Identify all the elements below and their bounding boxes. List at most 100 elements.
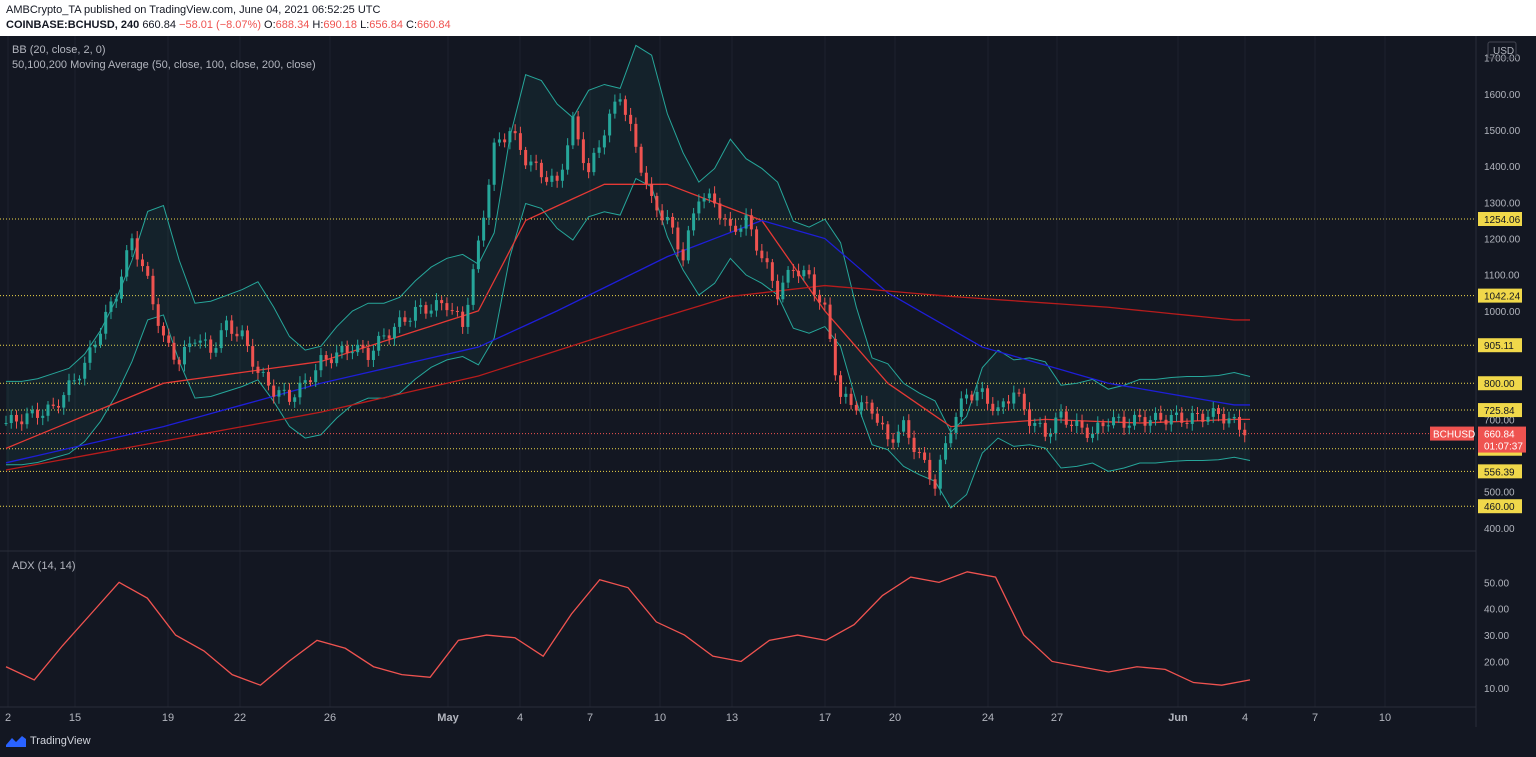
candle-body [1190, 412, 1194, 424]
candle-body [413, 306, 417, 321]
candle-body [697, 201, 701, 214]
candle-body [1154, 412, 1158, 421]
candle-body [440, 300, 444, 304]
candle-body [104, 311, 108, 334]
tradingview-icon [6, 736, 26, 747]
candle-body [865, 402, 869, 404]
candle-body [581, 139, 585, 164]
candle-body [25, 413, 29, 425]
time-tick-label: 13 [726, 712, 738, 724]
candle-body [597, 147, 601, 153]
candle-body [345, 345, 349, 353]
candle-body [707, 193, 711, 199]
candle-body [1049, 433, 1053, 437]
candle-body [167, 335, 171, 343]
candle-body [576, 116, 580, 140]
time-tick-label: 26 [324, 712, 336, 724]
candle-body [119, 276, 123, 299]
candle-body [912, 437, 916, 453]
candle-body [182, 346, 186, 365]
candle-body [534, 161, 538, 163]
candle-body [56, 405, 60, 408]
level-badge-1 [1478, 288, 1522, 303]
time-tick-label: 4 [517, 712, 523, 724]
candle-body [419, 305, 423, 307]
candle-body [256, 366, 260, 373]
candle-body [860, 402, 864, 411]
candle-body [980, 388, 984, 392]
level-badge-label-0: 1254.06 [1484, 215, 1521, 226]
candle-body [140, 259, 144, 267]
candle-body [193, 342, 197, 344]
candle-body [1196, 412, 1200, 414]
candle-body [371, 350, 375, 360]
candle-body [219, 330, 223, 349]
candle-body [881, 422, 885, 425]
candle-body [209, 339, 213, 353]
candle-body [366, 348, 370, 360]
time-tick-label: 4 [1242, 712, 1248, 724]
adx-tick-label: 20.00 [1484, 657, 1509, 668]
candle-body [151, 275, 155, 305]
candle-body [602, 135, 606, 148]
candle-body [566, 145, 570, 170]
level-badge-label-7: 460.00 [1484, 502, 1515, 513]
candle-body [629, 114, 633, 124]
adx-tick-label: 10.00 [1484, 684, 1509, 695]
candle-body [445, 303, 449, 311]
candle-body [587, 163, 591, 173]
candle-body [1117, 416, 1121, 418]
candle-body [461, 311, 465, 327]
candle-body [970, 394, 974, 401]
bb-fill [6, 45, 1250, 508]
bb-legend: BB (20, close, 2, 0) [12, 44, 106, 56]
price-tick-label: 1200.00 [1484, 235, 1521, 246]
candle-body [240, 330, 244, 337]
symbol-badge [1430, 426, 1474, 441]
time-tick-label: 20 [889, 712, 901, 724]
candle-body [387, 335, 391, 339]
candle-body [844, 393, 848, 397]
candle-body [1138, 414, 1142, 418]
price-tick-label: 1700.00 [1484, 54, 1521, 65]
candle-body [1007, 401, 1011, 404]
candle-body [83, 362, 87, 379]
candle-body [555, 175, 559, 181]
candle-body [492, 142, 496, 185]
candle-body [1175, 412, 1179, 416]
time-tick-label: 17 [819, 712, 831, 724]
candle-body [30, 409, 34, 414]
candle-body [1238, 416, 1242, 430]
candle-body [1133, 414, 1137, 426]
time-tick-label: 22 [234, 712, 246, 724]
candle-body [1222, 413, 1226, 424]
candle-body [765, 258, 769, 263]
candle-body [340, 345, 344, 353]
candle-body [770, 262, 774, 281]
candle-body [1232, 416, 1236, 419]
candle-body [1091, 433, 1095, 438]
time-tick-label: 15 [69, 712, 81, 724]
candle-body [1180, 412, 1184, 423]
candle-body [9, 414, 13, 424]
candle-body [1148, 420, 1152, 426]
candle-body [88, 347, 92, 363]
candle-body [875, 413, 879, 423]
candle-body [497, 139, 501, 143]
tradingview-logo[interactable]: TradingView [6, 735, 91, 747]
candle-body [403, 317, 407, 322]
candle-body [986, 388, 990, 404]
candle-body [188, 343, 192, 347]
candle-body [67, 380, 71, 396]
price-chart[interactable]: 1700.00 1600.00 1500.00 1400.00 1300.00 1200.… [0, 36, 1536, 727]
candle-body [1127, 425, 1131, 428]
high-label: H: [312, 19, 324, 31]
ma-legend: 50,100,200 Moving Average (50, close, 10… [12, 59, 316, 71]
candle-body [923, 452, 927, 460]
candle-body [529, 161, 533, 166]
candle-body [361, 344, 365, 349]
candle-body [744, 215, 748, 229]
candle-body [802, 270, 806, 277]
candle-body [870, 402, 874, 414]
candle-body [954, 416, 958, 433]
